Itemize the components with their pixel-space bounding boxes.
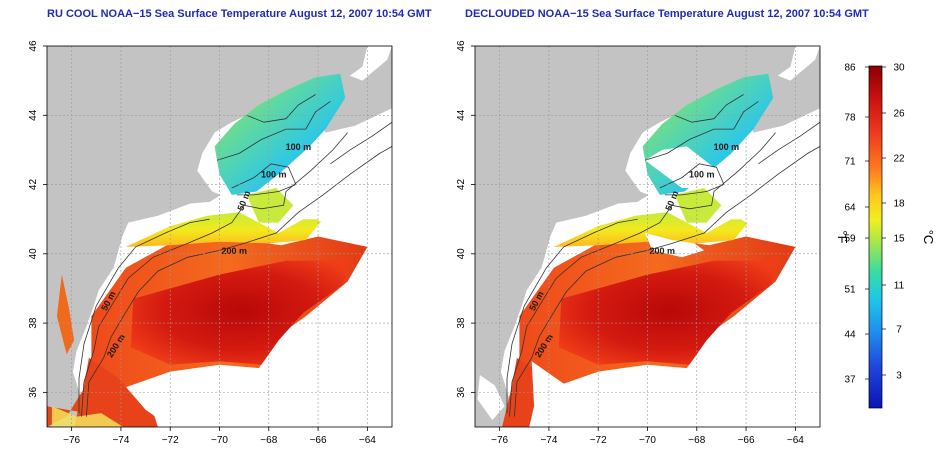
graticule [475, 46, 820, 427]
georges-bank-water [246, 188, 294, 223]
fahrenheit-tick: 78 [844, 113, 856, 124]
x-tick-label: −70 [639, 435, 656, 446]
isobath-gom-100m [216, 101, 331, 161]
x-tick-label: −68 [688, 435, 705, 446]
isobath-100m [509, 132, 776, 417]
graticule [47, 46, 392, 427]
x-tick-label: −66 [310, 435, 327, 446]
georges-bank-water [674, 188, 722, 223]
x-tick-label: −68 [260, 435, 277, 446]
y-tick-label: 38 [28, 317, 39, 329]
cloud-mask [477, 132, 820, 427]
y-tick-label: 46 [456, 40, 467, 52]
x-tick-label: −66 [738, 435, 755, 446]
gulf-of-maine-water [214, 73, 346, 195]
y-tick-label: 40 [456, 248, 467, 260]
fahrenheit-tick: 37 [844, 375, 856, 386]
y-tick-label: 44 [28, 109, 39, 121]
isobath-georges-50m [231, 163, 297, 196]
celsius-tick: 22 [893, 154, 905, 165]
warm-core [130, 257, 353, 365]
celsius-label: °C [921, 230, 936, 245]
isobath-50m [78, 218, 210, 414]
colorbar-scale [868, 65, 883, 409]
y-tick-label: 46 [28, 40, 39, 52]
x-tick-label: −74 [112, 435, 129, 446]
land-mass [47, 46, 368, 427]
isobath-georges-50m [659, 163, 725, 196]
y-tick-label: 38 [456, 317, 467, 329]
celsius-tick: 30 [893, 63, 905, 74]
celsius-tick: 3 [896, 371, 902, 382]
isobath-label: 200 m [222, 246, 248, 256]
y-tick-label: 42 [28, 179, 39, 191]
celsius-tick: 15 [893, 234, 905, 245]
warm-core [558, 257, 781, 365]
celsius-tick: 18 [893, 199, 905, 210]
x-tick-label: −74 [540, 435, 557, 446]
isobath-label: 100 m [714, 142, 740, 152]
fahrenheit-tick: 64 [844, 203, 856, 214]
fahrenheit-label: °F [835, 230, 850, 243]
isobath-100m [81, 132, 348, 417]
celsius-tick: 11 [894, 281, 905, 292]
y-tick-label: 42 [456, 179, 467, 191]
x-tick-label: −72 [590, 435, 607, 446]
x-tick-label: −64 [359, 435, 376, 446]
land-mass [475, 46, 796, 427]
x-tick-label: −72 [162, 435, 179, 446]
x-tick-label: −76 [491, 435, 508, 446]
fahrenheit-tick: 86 [844, 63, 856, 74]
isobath-50m [506, 218, 638, 414]
isobath-label: 100 m [286, 142, 312, 152]
colorbar: 86 78 71 64 59 51 44 37 30 26 22 18 15 11 7 3 °F °C [835, 63, 936, 409]
celsius-tick: 7 [896, 325, 902, 336]
fahrenheit-tick: 71 [844, 157, 856, 168]
x-tick-label: −76 [63, 435, 80, 446]
y-tick-label: 40 [28, 248, 39, 260]
y-tick-label: 36 [28, 386, 39, 398]
isobath-label: 100 m [261, 170, 287, 180]
shelf-water [553, 212, 751, 247]
fahrenheit-tick: 44 [844, 330, 856, 341]
isobath-label: 100 m [689, 170, 715, 180]
y-tick-label: 44 [456, 109, 467, 121]
y-tick-label: 36 [456, 386, 467, 398]
isobath-label: 200 m [650, 246, 676, 256]
right-panel-title: DECLOUDED NOAA−15 Sea Surface Temperatur… [465, 8, 869, 20]
x-tick-label: −64 [787, 435, 804, 446]
isobath-gom-100m [644, 101, 759, 161]
sst-field [47, 73, 368, 427]
left-panel-title: RU COOL NOAA−15 Sea Surface Temperature … [47, 8, 432, 20]
fahrenheit-tick: 59 [844, 234, 856, 245]
celsius-tick: 26 [893, 109, 905, 120]
fahrenheit-tick: 51 [844, 285, 856, 296]
shelf-water [125, 212, 324, 247]
x-tick-label: −70 [211, 435, 228, 446]
